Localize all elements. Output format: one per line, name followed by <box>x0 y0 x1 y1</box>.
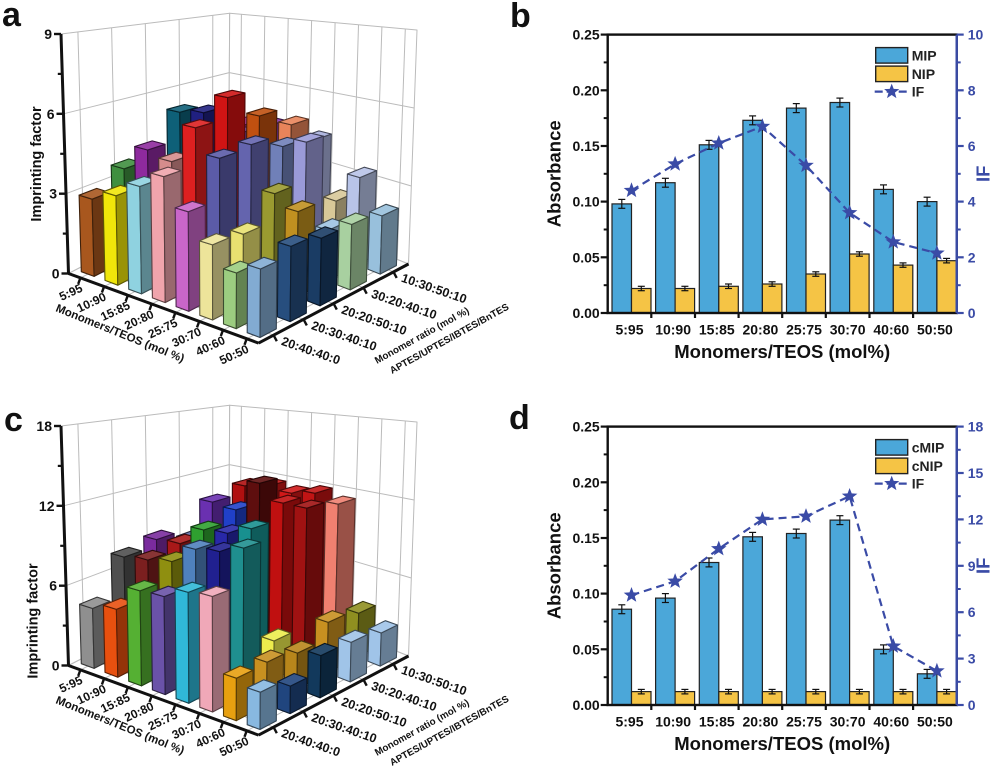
svg-text:Absorbance: Absorbance <box>544 512 565 619</box>
svg-text:0: 0 <box>968 697 976 713</box>
svg-text:0.25: 0.25 <box>572 27 599 43</box>
svg-text:IF: IF <box>912 84 925 100</box>
svg-text:0.00: 0.00 <box>572 697 599 713</box>
svg-text:0.00: 0.00 <box>572 305 599 321</box>
svg-text:15:85: 15:85 <box>699 322 735 338</box>
svg-text:3: 3 <box>968 651 976 667</box>
svg-text:a: a <box>2 0 22 34</box>
svg-text:6: 6 <box>968 604 976 620</box>
svg-text:50:50: 50:50 <box>917 322 953 338</box>
svg-text:30:70: 30:70 <box>830 322 866 338</box>
svg-text:NIP: NIP <box>912 66 935 82</box>
svg-text:0.20: 0.20 <box>572 474 599 490</box>
svg-text:cNIP: cNIP <box>912 458 943 474</box>
svg-text:0: 0 <box>52 266 60 282</box>
svg-text:25:75: 25:75 <box>786 322 822 338</box>
svg-text:4: 4 <box>968 194 976 210</box>
svg-text:Imprinting factor: Imprinting factor <box>26 563 42 679</box>
svg-text:0.10: 0.10 <box>572 194 599 210</box>
svg-text:Monomers/TEOS (mol%): Monomers/TEOS (mol%) <box>674 733 890 754</box>
svg-text:IF: IF <box>973 166 994 182</box>
svg-text:0.25: 0.25 <box>572 419 599 435</box>
svg-text:40:60: 40:60 <box>873 322 909 338</box>
svg-text:c: c <box>4 401 23 439</box>
svg-text:3: 3 <box>49 186 57 202</box>
svg-text:10: 10 <box>968 27 984 43</box>
svg-text:0.15: 0.15 <box>572 138 599 154</box>
svg-text:IF: IF <box>973 558 994 574</box>
svg-text:MIP: MIP <box>912 48 937 64</box>
svg-text:15: 15 <box>968 465 984 481</box>
svg-text:9: 9 <box>44 26 52 42</box>
svg-text:5:95: 5:95 <box>615 714 643 730</box>
svg-text:18: 18 <box>968 419 984 435</box>
svg-text:0.15: 0.15 <box>572 530 599 546</box>
svg-text:8: 8 <box>968 82 976 98</box>
svg-text:20:80: 20:80 <box>742 322 778 338</box>
svg-text:0.05: 0.05 <box>572 249 599 265</box>
svg-text:5:95: 5:95 <box>615 322 643 338</box>
svg-text:0.10: 0.10 <box>572 586 599 602</box>
svg-text:0.20: 0.20 <box>572 82 599 98</box>
svg-text:d: d <box>509 399 530 437</box>
svg-text:Monomers/TEOS (mol%): Monomers/TEOS (mol%) <box>674 341 890 362</box>
svg-text:2: 2 <box>968 249 976 265</box>
svg-text:10:90: 10:90 <box>655 322 691 338</box>
svg-text:12: 12 <box>39 498 55 514</box>
svg-text:50:50: 50:50 <box>917 714 953 730</box>
svg-text:Imprinting factor: Imprinting factor <box>29 106 45 222</box>
svg-text:15:85: 15:85 <box>699 714 735 730</box>
svg-text:Absorbance: Absorbance <box>544 120 565 227</box>
svg-text:10:90: 10:90 <box>655 714 691 730</box>
svg-text:30:70: 30:70 <box>830 714 866 730</box>
svg-text:6: 6 <box>47 106 55 122</box>
svg-text:0.05: 0.05 <box>572 641 599 657</box>
svg-text:20:80: 20:80 <box>742 714 778 730</box>
svg-text:0: 0 <box>52 658 60 674</box>
svg-text:18: 18 <box>36 418 52 434</box>
svg-text:12: 12 <box>968 511 984 527</box>
svg-text:25:75: 25:75 <box>786 714 822 730</box>
svg-text:40:60: 40:60 <box>873 714 909 730</box>
svg-text:6: 6 <box>49 578 57 594</box>
svg-text:b: b <box>510 0 531 35</box>
svg-text:IF: IF <box>912 476 925 492</box>
svg-text:6: 6 <box>968 138 976 154</box>
svg-text:0: 0 <box>968 305 976 321</box>
svg-text:cMIP: cMIP <box>912 440 945 456</box>
